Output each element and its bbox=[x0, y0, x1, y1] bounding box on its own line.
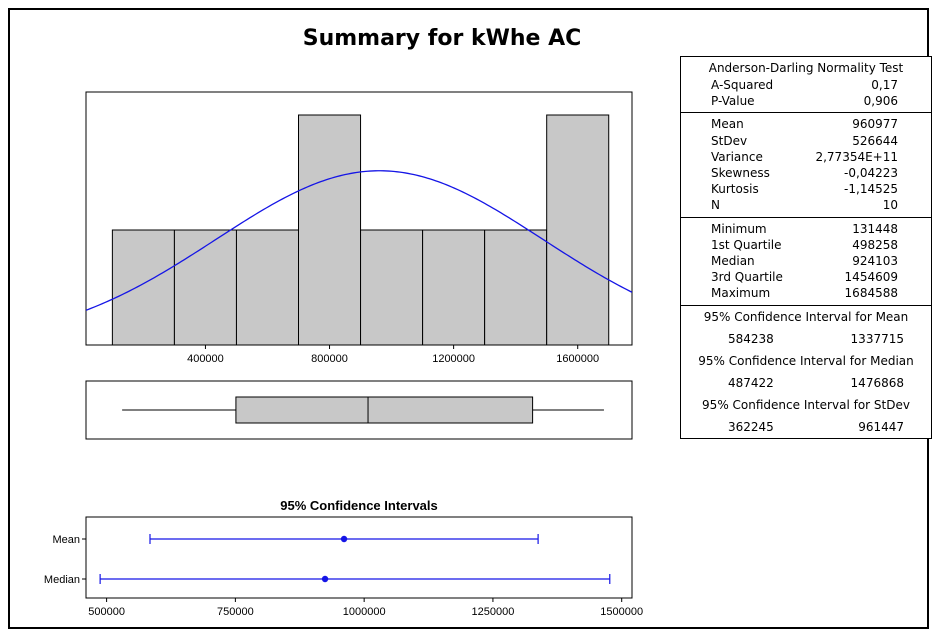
ci-median-row: 487422 1476868 bbox=[681, 372, 931, 394]
ci-median-title: 95% Confidence Interval for Median bbox=[698, 353, 914, 368]
histogram-bar bbox=[298, 114, 362, 346]
histogram-bar bbox=[422, 229, 486, 346]
histogram-bar bbox=[235, 229, 300, 346]
ci-stdev-upper: 961447 bbox=[858, 419, 904, 434]
ci-mean-section: 95% Confidence Interval for Mean 584238 1… bbox=[681, 304, 931, 438]
stat-value: 0,17 bbox=[871, 78, 898, 92]
stat-value: 498258 bbox=[852, 237, 898, 252]
stat-row-minimum: Minimum 131448 bbox=[681, 221, 931, 237]
stat-row-maximum: Maximum 1684588 bbox=[681, 285, 931, 301]
ci-row-label: Median bbox=[44, 574, 80, 586]
stat-row-a-squared: A-Squared 0,17 bbox=[681, 77, 931, 93]
ci-mean-row: 584238 1337715 bbox=[681, 328, 931, 350]
stat-row-variance: Variance 2,77354E+11 bbox=[681, 149, 931, 165]
histogram-x-tick-label: 400000 bbox=[187, 353, 224, 365]
histogram-x-tick-label: 1200000 bbox=[432, 353, 475, 365]
stat-label: Skewness bbox=[711, 166, 770, 181]
ci-mean-title: 95% Confidence Interval for Mean bbox=[703, 309, 909, 324]
histogram-bar bbox=[111, 229, 175, 346]
ci-stdev-lower: 362245 bbox=[728, 419, 774, 434]
stat-row-q3: 3rd Quartile 1454609 bbox=[681, 269, 931, 285]
stat-label: 1st Quartile bbox=[711, 237, 782, 252]
chart-title-text: Summary for kWhe AC bbox=[302, 26, 582, 51]
boxplot-box bbox=[235, 396, 534, 424]
ci-mean-upper: 1337715 bbox=[850, 331, 904, 346]
ci-x-tick-label: 1000000 bbox=[343, 606, 386, 618]
stat-row-p-value: P-Value 0,906 bbox=[681, 93, 931, 109]
ci-plot-area bbox=[85, 516, 633, 599]
quantiles-section: Minimum 131448 1st Quartile 498258 Median 9… bbox=[681, 216, 931, 305]
normal-fit-curve bbox=[86, 170, 632, 311]
ci-x-tick-label: 1250000 bbox=[472, 606, 515, 618]
stat-label: Kurtosis bbox=[711, 182, 759, 197]
boxplot-panel bbox=[85, 380, 633, 440]
stat-label: Mean bbox=[711, 117, 744, 132]
stat-row-kurtosis: Kurtosis -1,14525 bbox=[681, 181, 931, 197]
ci-estimate-point bbox=[340, 535, 348, 543]
normality-test-title: Anderson-Darling Normality Test bbox=[708, 61, 904, 75]
stat-label: 3rd Quartile bbox=[711, 270, 783, 285]
ci-x-tick-label: 750000 bbox=[217, 606, 254, 618]
stat-value: 1454609 bbox=[844, 270, 898, 285]
stat-row-q1: 1st Quartile 498258 bbox=[681, 237, 931, 253]
ci-median-upper: 1476868 bbox=[850, 375, 904, 390]
stat-value: 526644 bbox=[852, 133, 898, 148]
histogram-bar bbox=[546, 114, 610, 346]
stat-value: 10 bbox=[882, 198, 898, 213]
histogram-x-tick-label: 1600000 bbox=[556, 353, 599, 365]
ci-median-lower: 487422 bbox=[728, 375, 774, 390]
stat-value: 2,77354E+11 bbox=[815, 149, 898, 164]
histogram-panel: 400000 800000 1200000 1600000 bbox=[85, 91, 633, 365]
normality-test-section: Anderson-Darling Normality Test A-Square… bbox=[681, 57, 931, 112]
stat-label: A-Squared bbox=[711, 78, 774, 92]
confidence-interval-panel: 95% Confidence Intervals Mean Median 500000… bbox=[44, 498, 643, 618]
histogram-x-tick-label: 800000 bbox=[311, 353, 348, 365]
stat-value: 131448 bbox=[852, 221, 898, 236]
stat-row-skewness: Skewness -0,04223 bbox=[681, 165, 931, 181]
stat-row-mean: Mean 960977 bbox=[681, 116, 931, 132]
stat-label: Minimum bbox=[711, 221, 767, 236]
stat-label: P-Value bbox=[711, 94, 755, 109]
statistics-table: Anderson-Darling Normality Test A-Square… bbox=[680, 56, 932, 439]
ci-row-label: Mean bbox=[52, 534, 80, 546]
ci-stdev-row: 362245 961447 bbox=[681, 416, 931, 438]
stat-value: 1684588 bbox=[844, 286, 898, 301]
ci-x-tick-label: 1500000 bbox=[600, 606, 643, 618]
stat-value: -0,04223 bbox=[844, 166, 898, 181]
histogram-bar bbox=[360, 229, 424, 346]
ci-panel-title: 95% Confidence Intervals bbox=[280, 498, 438, 513]
stat-label: StDev bbox=[711, 133, 748, 148]
stat-label: N bbox=[711, 198, 720, 213]
ci-estimate-point bbox=[321, 575, 329, 583]
stat-label: Median bbox=[711, 254, 755, 269]
stat-value: 924103 bbox=[852, 254, 898, 269]
stat-value: -1,14525 bbox=[844, 182, 898, 197]
chart-title: Summary for kWhe AC bbox=[0, 26, 939, 51]
stat-value: 960977 bbox=[852, 117, 898, 132]
moments-section: Mean 960977 StDev 526644 Variance 2,77354E+… bbox=[681, 112, 931, 216]
stat-label: Maximum bbox=[711, 286, 771, 301]
ci-x-tick-label: 500000 bbox=[88, 606, 125, 618]
histogram-bar bbox=[173, 229, 237, 346]
histogram-bar bbox=[484, 229, 548, 346]
ci-mean-lower: 584238 bbox=[728, 331, 774, 346]
stat-row-n: N 10 bbox=[681, 197, 931, 213]
ci-stdev-title: 95% Confidence Interval for StDev bbox=[702, 397, 910, 412]
stat-row-median: Median 924103 bbox=[681, 253, 931, 269]
stat-row-stdev: StDev 526644 bbox=[681, 133, 931, 149]
stat-label: Variance bbox=[711, 149, 763, 164]
stat-value: 0,906 bbox=[863, 94, 898, 109]
